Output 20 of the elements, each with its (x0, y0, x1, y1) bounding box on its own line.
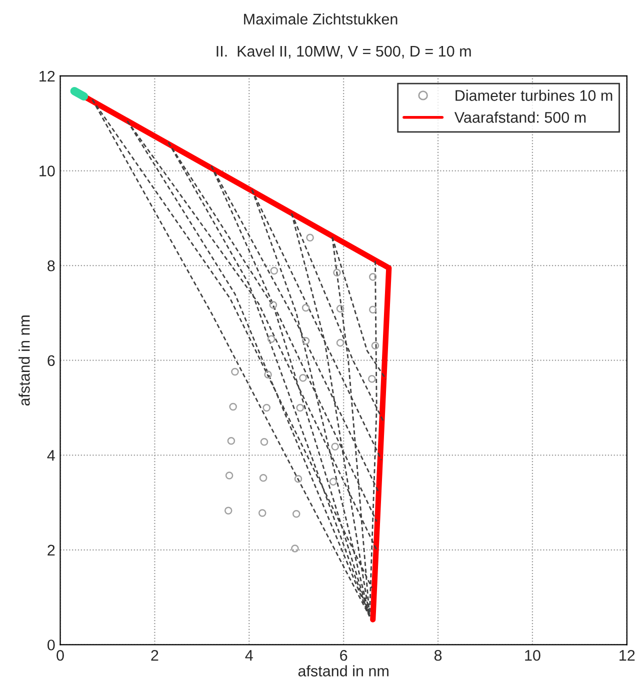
chart-title: Maximale Zichtstukken (244, 13, 398, 25)
x-tick-label: 6 (340, 650, 348, 661)
x-axis-title: afstand in nm (298, 665, 388, 676)
x-tick-label: 12 (620, 650, 635, 661)
y-tick-label: 0 (47, 640, 55, 650)
x-tick-label: 8 (434, 650, 442, 661)
x-tick-label: 0 (56, 650, 64, 661)
legend-label: Vaarafstand: 500 m (454, 112, 586, 123)
x-tick-label: 2 (151, 650, 158, 661)
y-tick-label: 2 (48, 544, 55, 556)
y-tick-label: 8 (48, 260, 55, 272)
y-tick-label: 6 (48, 355, 55, 366)
x-tick-label: 10 (525, 650, 540, 661)
y-tick-label: 12 (40, 70, 55, 82)
y-tick-label: 4 (47, 450, 55, 461)
legend-label: Diameter turbines 10 m (456, 90, 612, 101)
y-axis-title: afstand in nm (18, 315, 30, 406)
chart-subtitle: II. Kavel II, 10MW, V = 500, D = 10 m (216, 45, 471, 58)
y-tick-label: 10 (40, 166, 55, 176)
x-tick-label: 4 (245, 650, 253, 661)
